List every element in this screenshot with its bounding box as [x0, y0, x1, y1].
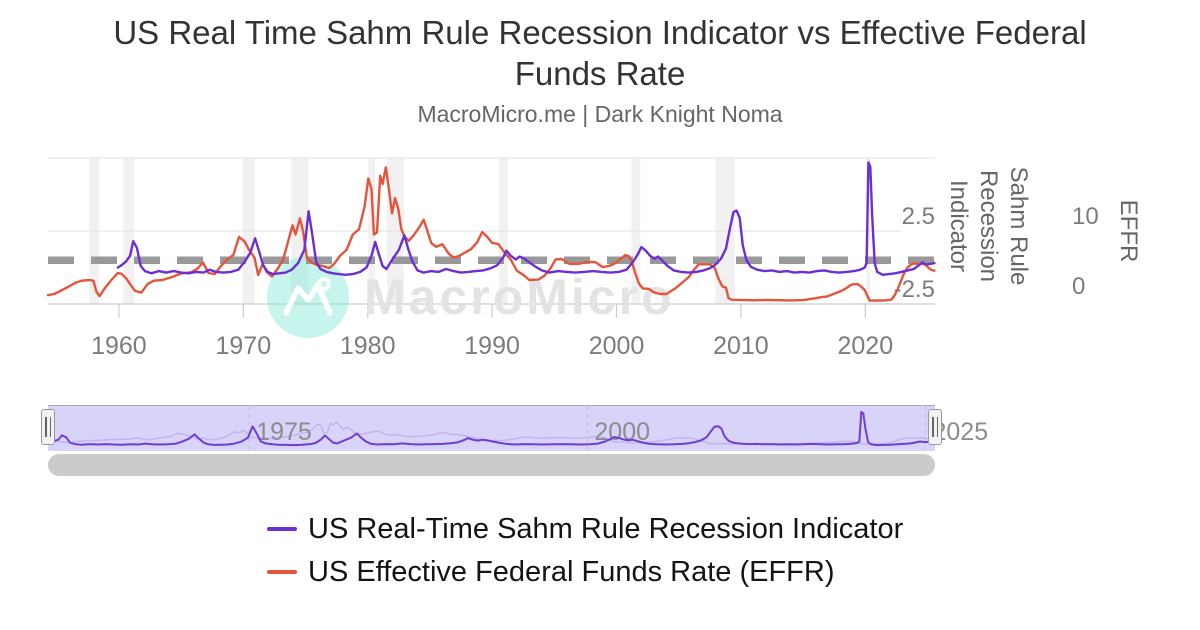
handle-grip-icon — [936, 417, 938, 437]
legend-label-sahm: US Real-Time Sahm Rule Recession Indicat… — [308, 512, 904, 545]
legend: US Real-Time Sahm Rule Recession Indicat… — [267, 512, 903, 589]
x-axis-label: 1980 — [340, 332, 396, 360]
x-axis-label: 2010 — [713, 332, 769, 360]
x-axis-label: 1970 — [215, 332, 271, 360]
x-axis-label: 1960 — [91, 332, 147, 360]
plot-area[interactable] — [48, 158, 935, 304]
effr-axis-tick-label: 10 — [1072, 203, 1099, 230]
x-axis-label: 2000 — [589, 332, 645, 360]
legend-item-effr[interactable]: US Effective Federal Funds Rate (EFFR) — [267, 555, 903, 589]
effr-axis-tick-label: 0 — [1072, 273, 1085, 300]
x-axis-label: 1990 — [464, 332, 520, 360]
handle-grip-icon — [45, 417, 47, 437]
chart-title: US Real Time Sahm Rule Recession Indicat… — [113, 14, 1087, 92]
chart-scrollbar[interactable] — [48, 454, 935, 476]
chart-subtitle: MacroMicro.me | Dark Knight Noma — [417, 101, 783, 127]
handle-grip-icon — [932, 417, 934, 437]
effr-series-color-chip — [267, 570, 297, 574]
handle-grip-icon — [49, 417, 51, 437]
legend-label-effr: US Effective Federal Funds Rate (EFFR) — [308, 555, 835, 588]
sahm-series-color-chip — [267, 527, 297, 531]
x-axis-label: 2020 — [837, 332, 893, 360]
effr-axis-title: EFFR — [1115, 199, 1142, 263]
navigator-right-handle[interactable] — [928, 409, 942, 445]
navigator-left-handle[interactable] — [41, 409, 55, 445]
legend-item-sahm[interactable]: US Real-Time Sahm Rule Recession Indicat… — [267, 512, 903, 546]
sahm-axis-title: Sahm Rule Recession Indicator — [945, 166, 1032, 286]
navigator-selected-range[interactable] — [48, 405, 935, 451]
